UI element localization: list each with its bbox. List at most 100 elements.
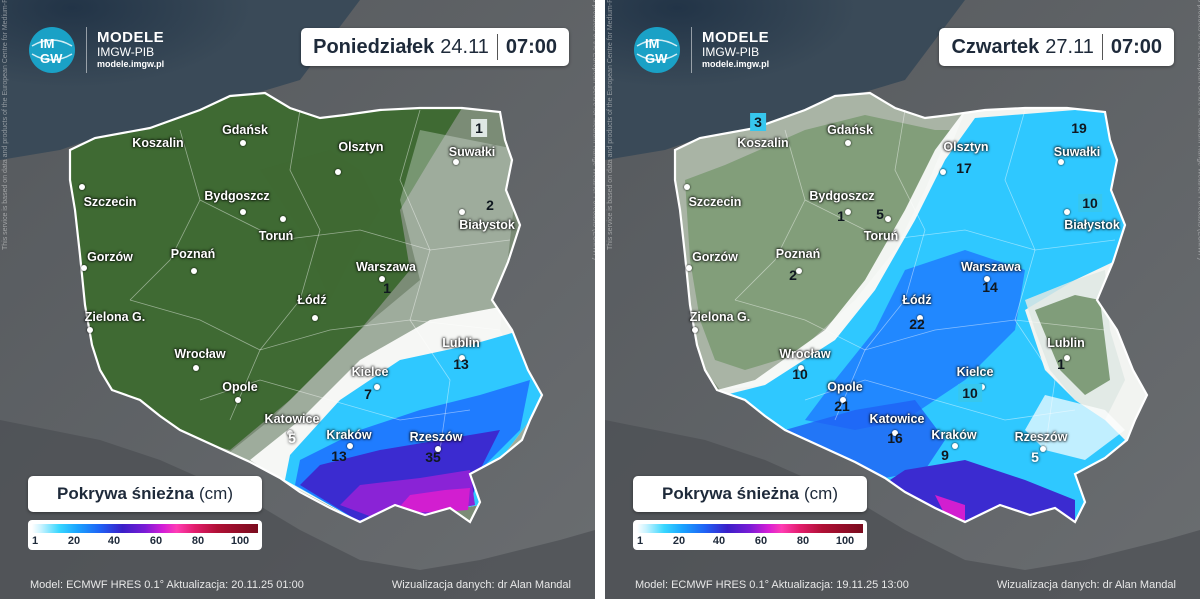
map-panel-right: IM GW MODELE IMGW-PIB modele.imgw.pl Czw… bbox=[605, 0, 1200, 599]
city-marker bbox=[379, 276, 385, 282]
city-label-wroclaw: Wrocław bbox=[779, 347, 831, 361]
ecmwf-attribution: This service is based on data and produc… bbox=[607, 0, 614, 250]
legend-tick: 40 bbox=[107, 535, 121, 547]
city-marker bbox=[453, 159, 459, 165]
forecast-time: 07:00 bbox=[1110, 35, 1162, 58]
city-label-kielce: Kielce bbox=[351, 365, 389, 379]
imgw-logo[interactable]: IM GW MODELE IMGW-PIB modele.imgw.pl bbox=[28, 22, 164, 78]
city-marker bbox=[435, 446, 441, 452]
city-marker bbox=[81, 265, 87, 271]
city-label-gorzow: Gorzów bbox=[692, 250, 738, 264]
city-label-koszalin: Koszalin bbox=[737, 136, 789, 150]
city-marker bbox=[312, 315, 318, 321]
city-marker bbox=[79, 184, 85, 190]
ecmwf-attribution: This service is based on data and produc… bbox=[2, 0, 9, 250]
legend-gradient-bar bbox=[32, 524, 258, 533]
city-marker bbox=[952, 443, 958, 449]
city-marker bbox=[191, 268, 197, 274]
logo-url[interactable]: modele.imgw.pl bbox=[97, 59, 165, 70]
city-marker bbox=[940, 169, 946, 175]
city-marker bbox=[684, 184, 690, 190]
poland-land bbox=[68, 91, 544, 524]
legend-tick: 1 bbox=[636, 535, 644, 547]
footer: Model: ECMWF HRES 0.1° Aktualizacja: 20.… bbox=[0, 579, 595, 593]
city-label-lodz: Łódź bbox=[902, 293, 932, 307]
snow-depth-value-lublin: 1 bbox=[1057, 356, 1065, 372]
city-label-kielce: Kielce bbox=[956, 365, 994, 379]
legend-tick: 100 bbox=[230, 535, 250, 547]
legend-title: Pokrywa śnieżna (cm) bbox=[28, 476, 262, 512]
city-label-lublin: Lublin bbox=[1047, 336, 1085, 350]
city-label-rzeszow: Rzeszów bbox=[1014, 430, 1068, 444]
city-label-opole: Opole bbox=[222, 380, 258, 394]
city-marker bbox=[459, 355, 465, 361]
city-label-rzeszow: Rzeszów bbox=[409, 430, 463, 444]
city-label-krakow: Kraków bbox=[326, 428, 372, 442]
snow-depth-value-warszawa: 14 bbox=[982, 279, 998, 295]
visualization-credit: Wizualizacja danych: dr Alan Mandal bbox=[391, 579, 571, 591]
footer: Model: ECMWF HRES 0.1° Aktualizacja: 19.… bbox=[605, 579, 1200, 593]
snow-depth-value-katowice: 16 bbox=[887, 430, 903, 446]
snow-depth-value-olsztyn: 17 bbox=[956, 160, 972, 176]
legend-color-scale: 1 20 40 60 80 100 bbox=[28, 520, 262, 550]
city-label-bydgoszcz: Bydgoszcz bbox=[204, 189, 270, 203]
imgw-logo[interactable]: IM GW MODELE IMGW-PIB modele.imgw.pl bbox=[633, 22, 769, 78]
city-marker bbox=[1058, 159, 1064, 165]
legend-tick: 20 bbox=[67, 535, 81, 547]
logo-subtitle: IMGW-PIB bbox=[702, 44, 760, 59]
model-info: Model: ECMWF HRES 0.1° Aktualizacja: 19.… bbox=[635, 579, 909, 591]
city-marker bbox=[917, 315, 923, 321]
snow-depth-value-lodz: 22 bbox=[909, 316, 925, 332]
city-label-opole: Opole bbox=[827, 380, 863, 394]
forecast-day: Czwartek bbox=[951, 35, 1040, 58]
city-marker bbox=[885, 216, 891, 222]
city-label-krakow: Kraków bbox=[931, 428, 977, 442]
ecmwf-attribution-right: This service is based on data and produc… bbox=[592, 0, 595, 260]
snow-depth-value-katowice: 5 bbox=[288, 430, 296, 446]
snow-depth-value-bialystok: 2 bbox=[486, 197, 494, 213]
city-marker bbox=[280, 216, 286, 222]
city-marker bbox=[845, 140, 851, 146]
city-marker bbox=[979, 384, 985, 390]
city-marker bbox=[686, 265, 692, 271]
city-label-torun: Toruń bbox=[863, 229, 899, 243]
legend-tick: 1 bbox=[31, 535, 39, 547]
visualization-credit: Wizualizacja danych: dr Alan Mandal bbox=[996, 579, 1176, 591]
forecast-time: 07:00 bbox=[505, 35, 557, 58]
forecast-date: 27.11 bbox=[1045, 35, 1094, 58]
logo-subtitle: IMGW-PIB bbox=[97, 44, 155, 59]
snow-cover-legend: Pokrywa śnieżna (cm) 1 20 40 60 80 100 bbox=[28, 476, 262, 550]
city-label-katowice: Katowice bbox=[264, 412, 320, 426]
map-canvas bbox=[0, 0, 595, 599]
legend-tick: 40 bbox=[712, 535, 726, 547]
city-label-bialystok: Białystok bbox=[459, 218, 515, 232]
map-panel-left: IM GW MODELE IMGW-PIB modele.imgw.pl Pon… bbox=[0, 0, 595, 599]
city-label-bydgoszcz: Bydgoszcz bbox=[809, 189, 875, 203]
legend-title: Pokrywa śnieżna (cm) bbox=[633, 476, 867, 512]
model-info: Model: ECMWF HRES 0.1° Aktualizacja: 20.… bbox=[30, 579, 304, 591]
city-label-gorzow: Gorzów bbox=[87, 250, 133, 264]
snow-depth-value-bialystok: 10 bbox=[1078, 194, 1102, 212]
forecast-date-box: Poniedziałek 24.11 07:00 bbox=[301, 28, 569, 66]
poland-land bbox=[673, 91, 1149, 524]
legend-tick: 20 bbox=[672, 535, 686, 547]
svg-text:IM: IM bbox=[645, 36, 659, 51]
city-label-poznan: Poznań bbox=[170, 247, 216, 261]
svg-text:GW: GW bbox=[40, 51, 63, 66]
svg-text:IM: IM bbox=[40, 36, 54, 51]
date-separator bbox=[1101, 34, 1103, 60]
forecast-date-box: Czwartek 27.11 07:00 bbox=[939, 28, 1174, 66]
snow-depth-value-kielce: 7 bbox=[364, 386, 372, 402]
snow-depth-value-poznan: 2 bbox=[789, 267, 797, 283]
logo-url[interactable]: modele.imgw.pl bbox=[702, 59, 770, 70]
logo-divider bbox=[691, 27, 692, 73]
city-marker bbox=[1064, 355, 1070, 361]
city-label-bialystok: Białystok bbox=[1064, 218, 1120, 232]
snow-depth-value-krakow: 9 bbox=[941, 447, 949, 463]
logo-title: MODELE bbox=[97, 29, 165, 47]
snow-depth-value-torun: 5 bbox=[876, 206, 884, 222]
snow-depth-value-bydgoszcz: 1 bbox=[837, 208, 845, 224]
city-label-gdansk: Gdańsk bbox=[827, 123, 873, 137]
date-separator bbox=[496, 34, 498, 60]
forecast-day: Poniedziałek bbox=[313, 35, 435, 58]
